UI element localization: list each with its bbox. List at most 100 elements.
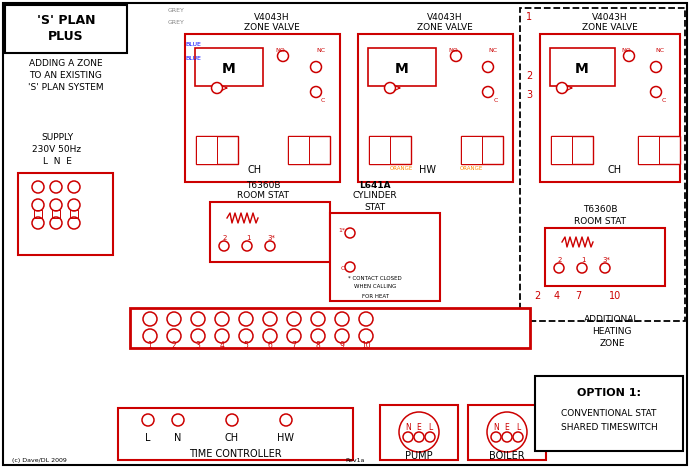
Circle shape <box>50 217 62 229</box>
Circle shape <box>384 82 395 94</box>
Bar <box>185 34 340 182</box>
Text: 230V 50Hz: 230V 50Hz <box>32 145 81 154</box>
Text: GREY: GREY <box>168 20 185 24</box>
Text: M: M <box>575 62 589 76</box>
Circle shape <box>311 329 325 343</box>
Circle shape <box>335 329 349 343</box>
Bar <box>638 136 680 164</box>
Text: NC: NC <box>488 47 497 52</box>
Text: 6: 6 <box>268 342 273 351</box>
Text: BOILER: BOILER <box>489 451 525 461</box>
Text: 3*: 3* <box>267 235 275 241</box>
Text: 'S' PLAN: 'S' PLAN <box>37 14 95 27</box>
Text: L: L <box>146 433 150 443</box>
Text: NO: NO <box>275 47 285 52</box>
Circle shape <box>310 87 322 97</box>
Text: T6360B: T6360B <box>246 181 280 190</box>
Text: 3: 3 <box>195 342 200 351</box>
Bar <box>380 405 458 460</box>
Circle shape <box>32 217 44 229</box>
Text: M: M <box>395 62 409 76</box>
Circle shape <box>414 432 424 442</box>
Text: STAT: STAT <box>364 203 386 212</box>
Text: CYLINDER: CYLINDER <box>353 191 397 200</box>
Text: SUPPLY: SUPPLY <box>41 133 73 142</box>
Circle shape <box>482 61 493 73</box>
Text: 4: 4 <box>219 342 224 351</box>
Bar <box>545 228 665 286</box>
Text: V4043H: V4043H <box>254 14 290 22</box>
Circle shape <box>143 312 157 326</box>
Text: N: N <box>175 433 181 443</box>
Text: HW: HW <box>277 433 295 443</box>
Text: 10: 10 <box>609 291 621 301</box>
Text: 1: 1 <box>246 235 250 241</box>
Text: TIME CONTROLLER: TIME CONTROLLER <box>188 449 282 459</box>
Text: V4043H: V4043H <box>427 14 463 22</box>
Circle shape <box>212 82 222 94</box>
Text: ADDING A ZONE: ADDING A ZONE <box>29 59 103 68</box>
Text: CH: CH <box>225 433 239 443</box>
Text: 2: 2 <box>526 71 532 81</box>
Text: 3*: 3* <box>602 257 610 263</box>
Text: ADDITIONAL: ADDITIONAL <box>584 315 640 324</box>
Bar <box>551 136 572 164</box>
Circle shape <box>311 312 325 326</box>
Circle shape <box>68 199 80 211</box>
Text: 1*: 1* <box>338 228 345 234</box>
Text: C: C <box>494 97 498 102</box>
Bar <box>5 5 127 53</box>
Text: L: L <box>516 424 520 432</box>
Bar <box>195 48 263 86</box>
Circle shape <box>451 51 462 61</box>
Circle shape <box>557 82 567 94</box>
Text: 'S' PLAN SYSTEM: 'S' PLAN SYSTEM <box>28 83 104 93</box>
Circle shape <box>239 312 253 326</box>
Circle shape <box>345 228 355 238</box>
Text: NC: NC <box>655 47 664 52</box>
Bar <box>368 48 436 86</box>
Text: (c) Dave/DL 2009: (c) Dave/DL 2009 <box>12 458 67 463</box>
Circle shape <box>50 181 62 193</box>
Circle shape <box>491 432 501 442</box>
Text: TO AN EXISTING: TO AN EXISTING <box>30 72 102 80</box>
Circle shape <box>345 262 355 272</box>
Text: L: L <box>428 424 432 432</box>
Text: BLUE: BLUE <box>185 42 201 46</box>
Circle shape <box>287 312 301 326</box>
Text: C: C <box>341 265 345 271</box>
Circle shape <box>425 432 435 442</box>
Text: ORANGE: ORANGE <box>460 166 483 170</box>
Text: 1: 1 <box>148 342 152 351</box>
Text: 1: 1 <box>581 257 585 263</box>
Text: CH: CH <box>248 165 262 175</box>
Circle shape <box>359 312 373 326</box>
Text: ROOM STAT: ROOM STAT <box>574 217 626 226</box>
Text: NO: NO <box>448 47 457 52</box>
Text: C: C <box>662 97 666 102</box>
Bar <box>520 8 685 321</box>
Text: 2: 2 <box>223 235 227 241</box>
Bar <box>210 202 330 262</box>
Circle shape <box>399 412 439 452</box>
Circle shape <box>577 263 587 273</box>
Circle shape <box>624 51 635 61</box>
Text: L  N  E: L N E <box>43 156 72 166</box>
Circle shape <box>310 61 322 73</box>
Text: ZONE: ZONE <box>599 339 624 349</box>
Text: CONVENTIONAL STAT: CONVENTIONAL STAT <box>561 409 657 417</box>
Text: OPTION 1:: OPTION 1: <box>577 388 641 398</box>
Circle shape <box>502 432 512 442</box>
Text: 1: 1 <box>526 12 532 22</box>
Circle shape <box>242 241 252 251</box>
Bar <box>369 136 390 164</box>
Text: 3: 3 <box>526 90 532 100</box>
Bar <box>461 136 482 164</box>
Circle shape <box>263 312 277 326</box>
Bar <box>551 136 593 164</box>
Bar <box>130 308 530 348</box>
Text: 2: 2 <box>172 342 177 351</box>
Text: 10: 10 <box>361 342 371 351</box>
Circle shape <box>651 61 662 73</box>
Bar <box>118 408 353 460</box>
